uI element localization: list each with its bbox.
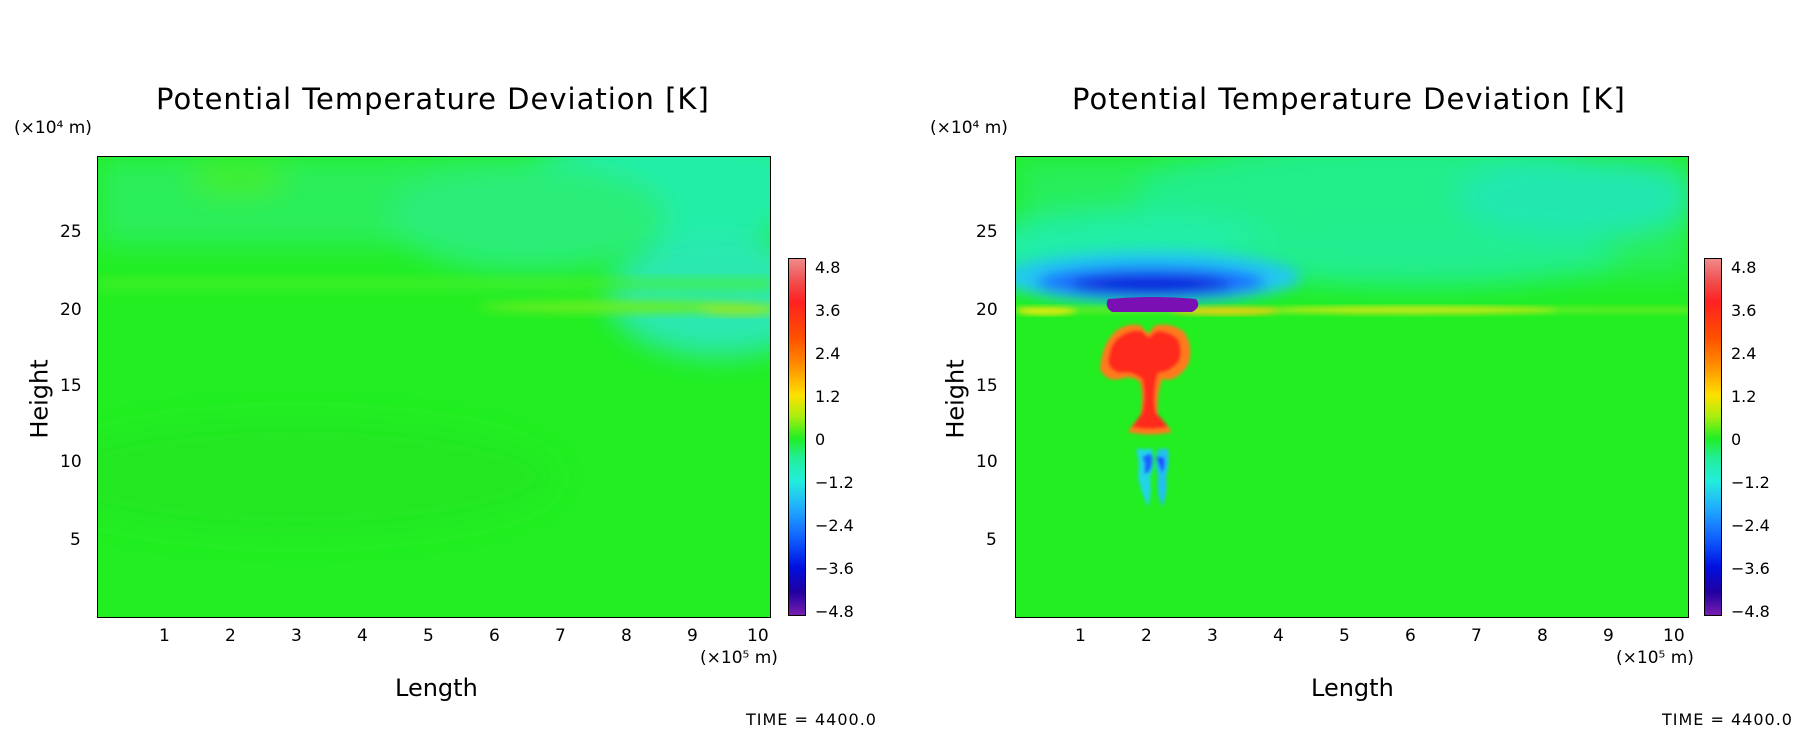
x-axis-label: Length	[395, 674, 478, 702]
warm-layer	[1016, 306, 1688, 315]
x-unit-label: (×10⁵ m)	[700, 648, 778, 668]
colorbar-tick-label: 4.8	[1731, 258, 1757, 277]
chart-title: Potential Temperature Deviation [K]	[156, 82, 710, 116]
y-tick-label: 10	[976, 452, 998, 472]
x-tick-label: 8	[1537, 626, 1548, 646]
warm-layer	[98, 277, 770, 315]
colorbar-tick-label: −3.6	[815, 559, 854, 578]
heatmap-plot	[1015, 156, 1689, 618]
y-tick-label: 5	[70, 530, 81, 550]
x-tick-label: 4	[357, 626, 368, 646]
chart-panel-left: Potential Temperature Deviation [K] (×10…	[0, 0, 904, 729]
cold-cap	[1106, 297, 1199, 312]
cold-band	[1016, 251, 1301, 303]
colorbar-tick-label: −4.8	[1731, 602, 1770, 621]
x-tick-label: 9	[687, 626, 698, 646]
y-tick-label: 15	[60, 376, 82, 396]
x-tick-label: 5	[1339, 626, 1350, 646]
y-unit-label: (×10⁴ m)	[14, 118, 92, 138]
x-tick-label: 1	[159, 626, 170, 646]
x-axis-label: Length	[1311, 674, 1394, 702]
x-tick-label: 7	[1471, 626, 1482, 646]
y-tick-label: 20	[60, 300, 82, 320]
chart-panel-right: Potential Temperature Deviation [K] (×10…	[904, 0, 1808, 729]
colorbar-tick-label: 2.4	[815, 344, 841, 363]
colorbar-tick-label: −3.6	[1731, 559, 1770, 578]
colorbar-tick-label: −2.4	[1731, 516, 1770, 535]
y-tick-label: 5	[986, 530, 997, 550]
field-structure	[98, 157, 770, 537]
x-unit-label: (×10⁵ m)	[1616, 648, 1694, 668]
colorbar-tick-label: −4.8	[815, 602, 854, 621]
colorbar-tick-label: −1.2	[1731, 473, 1770, 492]
y-axis-label: Height	[941, 359, 970, 439]
colorbar-tick-label: 1.2	[1731, 387, 1757, 406]
x-tick-label: 2	[225, 626, 236, 646]
x-tick-label: 7	[555, 626, 566, 646]
y-tick-label: 10	[60, 452, 82, 472]
x-tick-label: 10	[1663, 626, 1685, 646]
y-axis-label: Height	[25, 359, 54, 439]
colorbar-tick-label: 0	[815, 430, 826, 449]
chart-title: Potential Temperature Deviation [K]	[1072, 82, 1626, 116]
y-tick-label: 25	[60, 222, 82, 242]
cold-filaments	[1136, 449, 1169, 507]
colorbar-tick-label: −2.4	[815, 516, 854, 535]
x-tick-label: 8	[621, 626, 632, 646]
y-unit-label: (×10⁴ m)	[930, 118, 1008, 138]
colorbar	[788, 258, 806, 616]
y-tick-label: 20	[976, 300, 998, 320]
y-tick-label: 25	[976, 222, 998, 242]
colorbar-tick-label: 0	[1731, 430, 1742, 449]
heatmap-plot	[97, 156, 771, 618]
y-tick-label: 15	[976, 376, 998, 396]
colorbar-gradient	[789, 259, 805, 615]
colorbar-tick-label: 1.2	[815, 387, 841, 406]
x-tick-label: 10	[747, 626, 769, 646]
colorbar	[1704, 258, 1722, 616]
colorbar-tick-label: 3.6	[1731, 301, 1757, 320]
warm-plume	[1100, 324, 1191, 435]
x-tick-label: 1	[1075, 626, 1086, 646]
x-tick-label: 2	[1141, 626, 1152, 646]
x-tick-label: 3	[291, 626, 302, 646]
x-tick-label: 9	[1603, 626, 1614, 646]
x-tick-label: 6	[489, 626, 500, 646]
x-tick-label: 3	[1207, 626, 1218, 646]
x-tick-label: 6	[1405, 626, 1416, 646]
colorbar-tick-label: 4.8	[815, 258, 841, 277]
colorbar-gradient	[1705, 259, 1721, 615]
time-label: TIME = 4400.0	[1662, 710, 1793, 729]
colorbar-tick-label: 3.6	[815, 301, 841, 320]
x-tick-label: 5	[423, 626, 434, 646]
colorbar-tick-label: −1.2	[815, 473, 854, 492]
time-label: TIME = 4400.0	[746, 710, 877, 729]
colorbar-tick-label: 2.4	[1731, 344, 1757, 363]
x-tick-label: 4	[1273, 626, 1284, 646]
